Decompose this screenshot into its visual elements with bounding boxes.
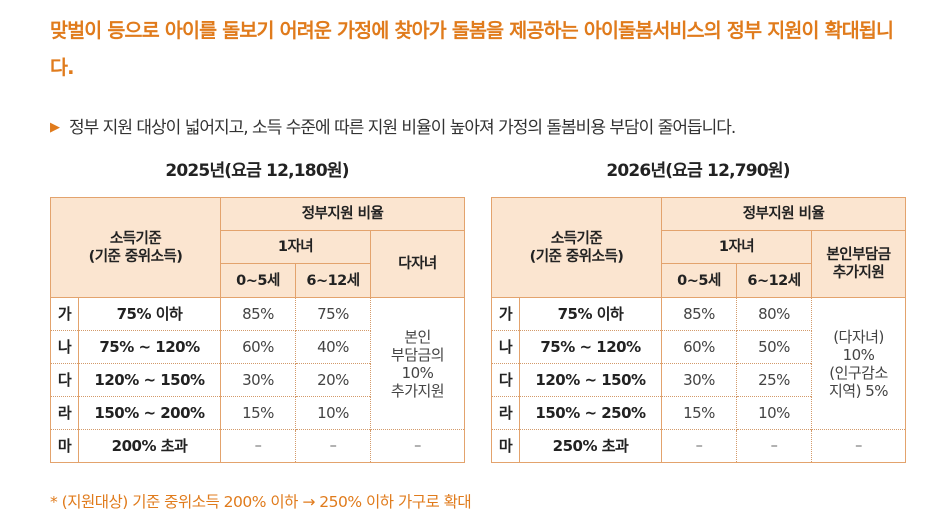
table-row: 나 75% ~ 120% 60% 50% (491, 330, 906, 364)
value-cell: 60% (220, 330, 296, 364)
value-cell: – (295, 429, 371, 463)
table-row: 나 75% ~ 120% 60% 40% (50, 330, 465, 364)
header-age-0-5: 0~5세 (220, 263, 296, 298)
value-cell: 10% (295, 396, 371, 430)
grade-cell: 라 (50, 396, 79, 430)
grade-cell: 마 (50, 429, 79, 463)
grade-cell: 다 (50, 363, 79, 397)
table-2025: 소득기준 (기준 중위소득) 정부지원 비율 1자녀 다자녀 0~5세 6~12세… (50, 197, 465, 463)
income-cell: 150% ~ 250% (519, 396, 662, 430)
grade-cell: 가 (50, 297, 79, 331)
triangle-bullet-icon: ▶ (50, 120, 60, 135)
value-cell: 15% (220, 396, 296, 430)
income-cell: 75% 이하 (519, 297, 662, 331)
multi-child-support-cell: (다자녀) 10% (인구감소 지역) 5% (811, 297, 906, 430)
header-one-child: 1자녀 (220, 230, 371, 264)
header-one-child: 1자녀 (661, 230, 812, 264)
value-cell: 75% (295, 297, 371, 331)
value-cell: – (661, 429, 737, 463)
table-row: 마 250% 초과 – – – (491, 429, 906, 463)
value-cell: – (220, 429, 296, 463)
value-cell: 40% (295, 330, 371, 364)
value-cell: 50% (736, 330, 812, 364)
grade-cell: 나 (491, 330, 520, 364)
value-cell: 15% (661, 396, 737, 430)
income-cell: 75% 이하 (78, 297, 221, 331)
header-multi-child: 다자녀 (370, 230, 465, 298)
value-cell: 25% (736, 363, 812, 397)
caption-2025: 2025년(요금 12,180원) (165, 161, 349, 181)
multi-child-support-cell: 본인 부담금의 10% 추가지원 (370, 297, 465, 430)
caption-2026: 2026년(요금 12,790원) (606, 161, 790, 181)
header-support-ratio: 정부지원 비율 (661, 197, 906, 231)
grade-cell: 라 (491, 396, 520, 430)
headline: 맞벌이 등으로 아이를 돌보기 어려운 가정에 찾아가 돌봄을 제공하는 아이돌… (50, 19, 894, 79)
grade-cell: 마 (491, 429, 520, 463)
income-cell: 75% ~ 120% (78, 330, 221, 364)
value-cell: – (736, 429, 812, 463)
table-row: 다 120% ~ 150% 30% 20% (50, 363, 465, 397)
value-cell: 30% (220, 363, 296, 397)
grade-cell: 나 (50, 330, 79, 364)
header-age-6-12: 6~12세 (295, 263, 371, 298)
value-cell: – (811, 429, 906, 463)
summary-text: 정부 지원 대상이 넓어지고, 소득 수준에 따른 지원 비율이 높아져 가정의… (69, 118, 736, 138)
income-cell: 150% ~ 200% (78, 396, 221, 430)
table-row: 다 120% ~ 150% 30% 25% (491, 363, 906, 397)
grade-cell: 다 (491, 363, 520, 397)
header-age-0-5: 0~5세 (661, 263, 737, 298)
table-row: 가 75% 이하 85% 80% (다자녀) 10% (인구감소 지역) 5% (491, 297, 906, 430)
header-additional-support: 본인부담금 추가지원 (811, 230, 906, 298)
value-cell: 80% (736, 297, 812, 331)
table-2026: 소득기준 (기준 중위소득) 정부지원 비율 1자녀 본인부담금 추가지원 0~5세… (491, 197, 906, 463)
value-cell: 60% (661, 330, 737, 364)
income-cell: 120% ~ 150% (78, 363, 221, 397)
value-cell: 30% (661, 363, 737, 397)
table-row: 라 150% ~ 250% 15% 10% (491, 396, 906, 430)
value-cell: – (370, 429, 465, 463)
value-cell: 85% (661, 297, 737, 331)
summary-bullet: ▶ 정부 지원 대상이 넓어지고, 소득 수준에 따른 지원 비율이 높아져 가정… (50, 113, 920, 138)
header-age-6-12: 6~12세 (736, 263, 812, 298)
value-cell: 20% (295, 363, 371, 397)
table-row: 마 200% 초과 – – – (50, 429, 465, 463)
value-cell: 10% (736, 396, 812, 430)
income-cell: 250% 초과 (519, 429, 662, 463)
header-income: 소득기준 (기준 중위소득) (50, 197, 221, 298)
income-cell: 120% ~ 150% (519, 363, 662, 397)
grade-cell: 가 (491, 297, 520, 331)
header-support-ratio: 정부지원 비율 (220, 197, 465, 231)
income-cell: 200% 초과 (78, 429, 221, 463)
value-cell: 85% (220, 297, 296, 331)
table-row: 가 75% 이하 85% 75% 본인 부담금의 10% 추가지원 (50, 297, 465, 430)
income-cell: 75% ~ 120% (519, 330, 662, 364)
footnote: * (지원대상) 기준 중위소득 200% 이하 → 250% 이하 가구로 확… (50, 493, 472, 511)
header-income: 소득기준 (기준 중위소득) (491, 197, 662, 298)
table-row: 라 150% ~ 200% 15% 10% (50, 396, 465, 430)
